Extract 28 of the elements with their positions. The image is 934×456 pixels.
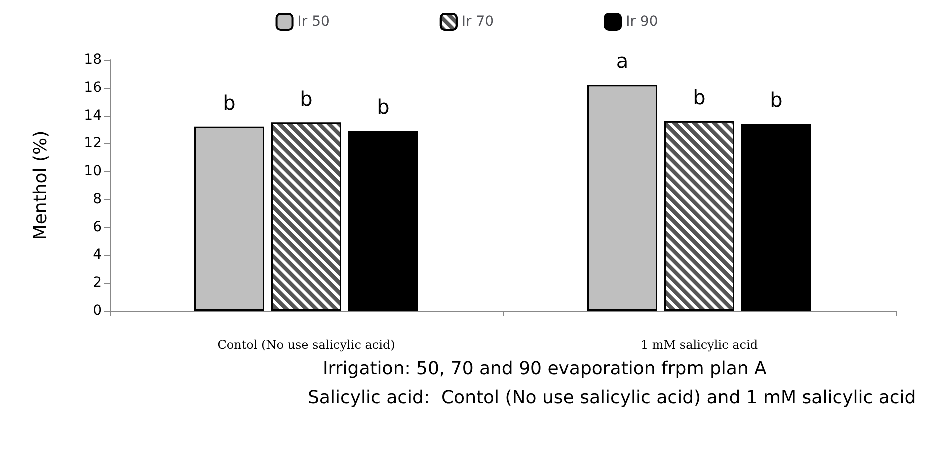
y-axis-title: Menthol (%) [30, 130, 52, 240]
legend-label: Ir 90 [626, 14, 658, 30]
y-tick-label: 12 [84, 136, 102, 152]
data-label: b [223, 90, 236, 115]
y-tick-label: 8 [93, 191, 102, 208]
data-label: b [377, 95, 390, 120]
data-label: b [693, 85, 706, 110]
text: Irrigation: 50, 70 and 90 evaporation frpm plan A [323, 358, 768, 380]
legend-label: Ir 50 [298, 14, 330, 30]
y-tick-label: 18 [84, 52, 102, 68]
y-tick-label: 16 [84, 80, 102, 96]
bar [588, 85, 658, 311]
x-tick-label: 1 mM salicylic acid [640, 338, 758, 352]
bar [348, 131, 418, 311]
data-label: b [770, 88, 783, 112]
y-tick-label: 14 [84, 108, 102, 124]
bar [742, 124, 812, 311]
y-tick-label: 10 [84, 164, 102, 180]
bar [194, 126, 264, 311]
data-label: a [616, 49, 629, 74]
y-tick-label: 4 [93, 247, 102, 264]
legend-label: Ir 70 [462, 14, 494, 30]
text: Salicylic acid: Contol (No use salicylic acid) and 1 mM salicylic acid [308, 388, 916, 408]
x-tick-label: Contol (No use salicylic acid) [218, 338, 396, 352]
y-tick-label: 2 [93, 275, 102, 292]
data-label: b [300, 86, 313, 111]
y-tick-label: 6 [93, 219, 102, 236]
y-tick-label: 0 [93, 303, 102, 319]
